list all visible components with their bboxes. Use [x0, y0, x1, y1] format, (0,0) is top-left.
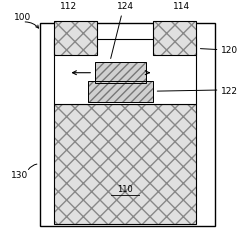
Bar — [54, 21, 97, 55]
Text: 114: 114 — [173, 2, 190, 11]
Text: 124: 124 — [116, 2, 134, 11]
Text: 122: 122 — [221, 87, 238, 96]
Bar — [54, 39, 197, 104]
Bar — [95, 62, 146, 83]
Bar — [153, 21, 196, 55]
Text: 130: 130 — [12, 171, 29, 180]
Text: 100: 100 — [14, 13, 32, 22]
Bar — [54, 104, 197, 224]
Text: 110: 110 — [117, 185, 133, 194]
Bar — [40, 23, 215, 226]
Bar — [54, 21, 97, 55]
Bar — [88, 81, 153, 102]
Bar — [54, 104, 197, 224]
Text: 120: 120 — [221, 46, 238, 55]
Bar — [153, 21, 196, 55]
Bar — [95, 62, 146, 83]
Text: 112: 112 — [60, 2, 77, 11]
Bar — [88, 81, 153, 102]
